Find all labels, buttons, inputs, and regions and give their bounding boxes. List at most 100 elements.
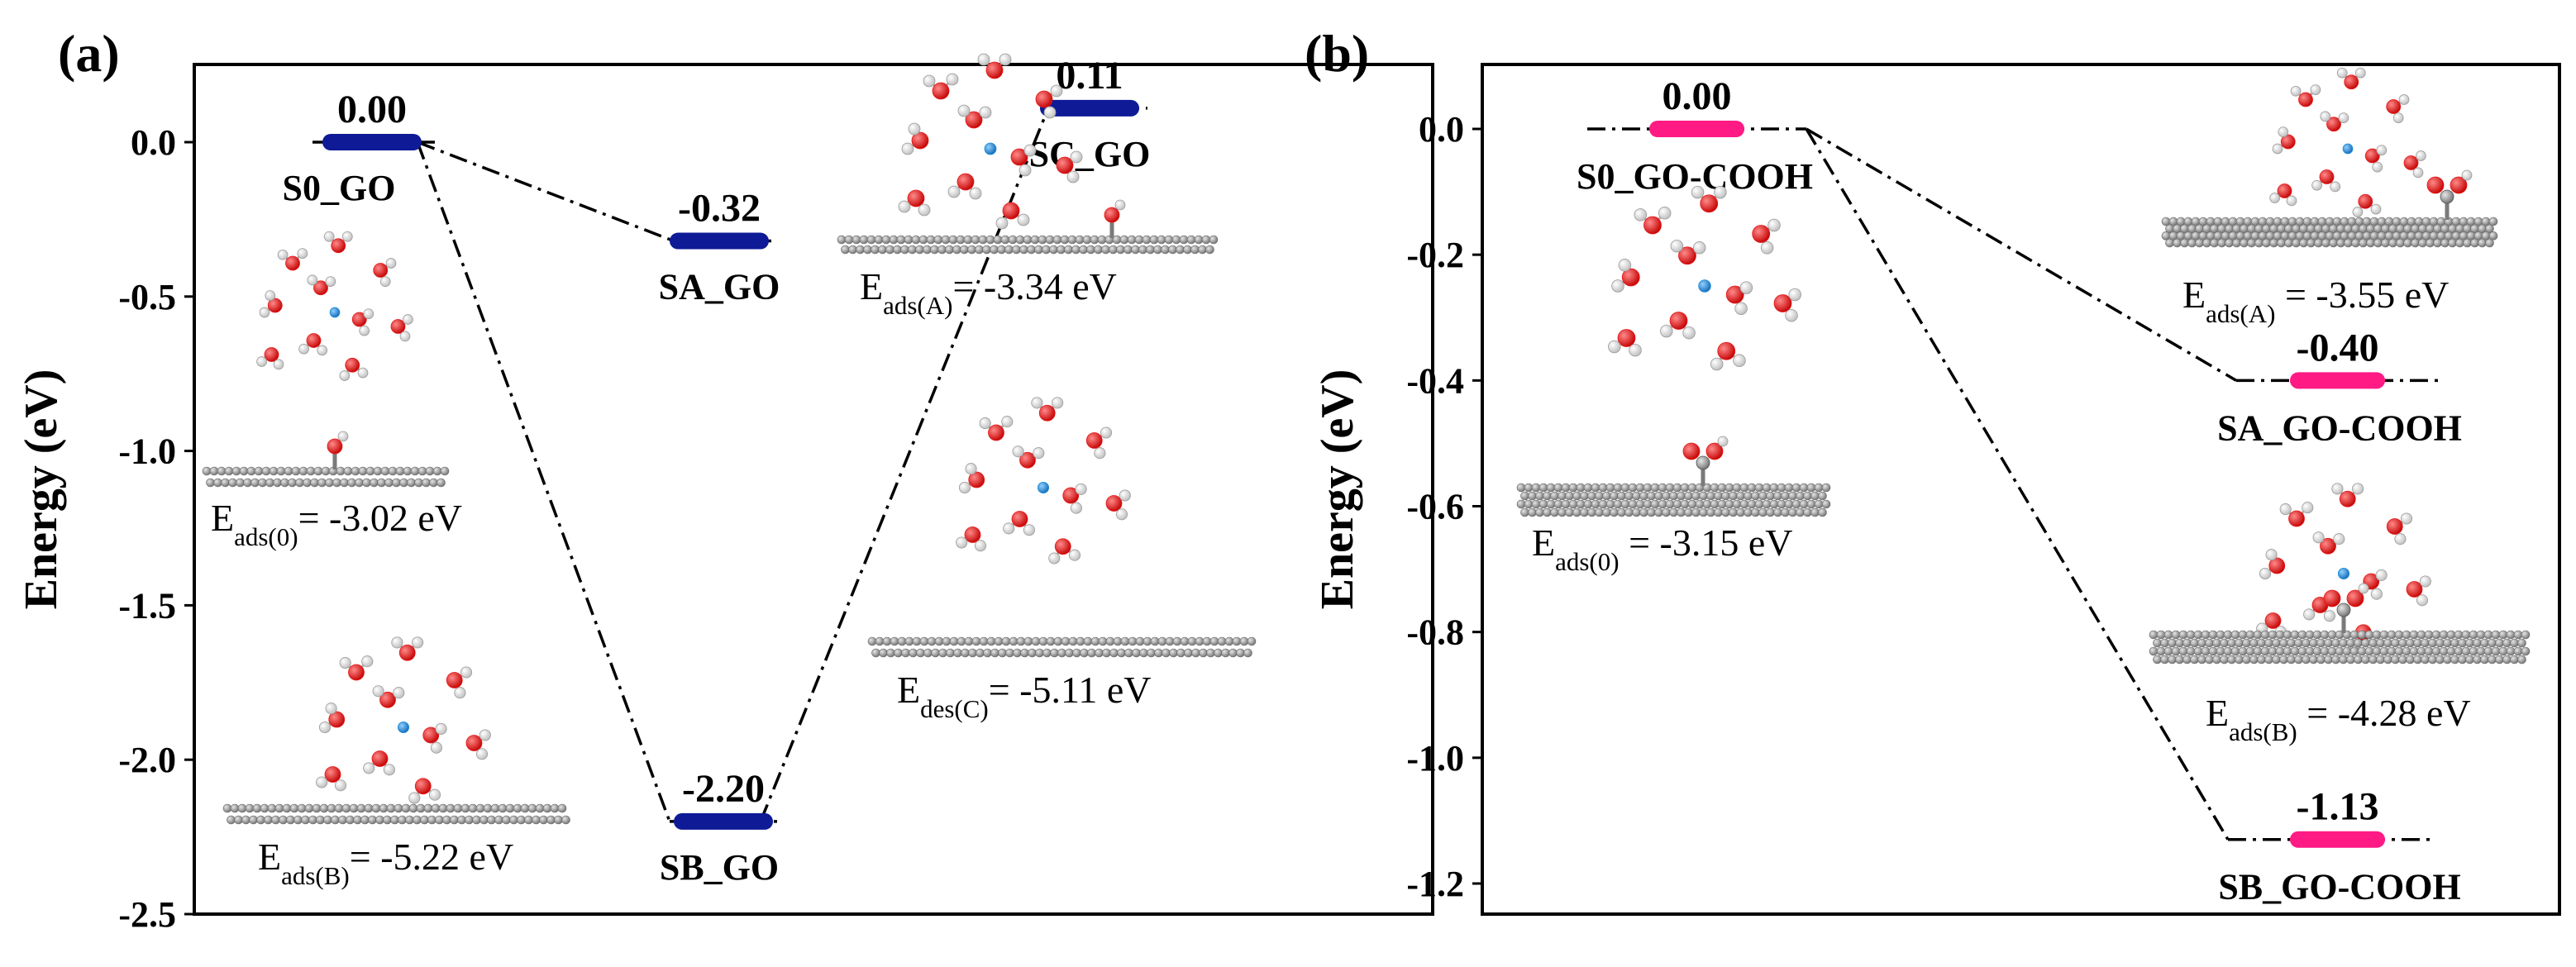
hydrogen-atom: [1066, 170, 1080, 183]
carbon-atom: [1696, 455, 1710, 470]
carbon-atom: [2149, 646, 2159, 656]
carbon-atom: [1105, 636, 1115, 646]
oxygen-atom: [932, 82, 950, 100]
carbon-atom: [394, 803, 403, 813]
carbon-atom: [388, 466, 398, 476]
carbon-atom: [1821, 499, 1831, 509]
carbon-atom: [1162, 648, 1171, 658]
carbon-atom: [2208, 630, 2218, 640]
carbon-atom: [1023, 235, 1033, 245]
carbon-atom: [317, 478, 327, 488]
carbon-atom: [554, 815, 563, 825]
oxygen-atom: [1752, 225, 1771, 243]
carbon-atom: [236, 478, 245, 488]
oxygen-atom: [2280, 134, 2296, 150]
carbon-atom: [2178, 630, 2188, 640]
carbon-atom: [1739, 499, 1749, 509]
carbon-atom: [2383, 638, 2392, 648]
carbon-atom: [1684, 507, 1693, 517]
oxygen-atom: [1705, 442, 1724, 460]
carbon-atom: [398, 815, 407, 825]
carbon-atom: [1153, 245, 1162, 255]
carbon-atom: [2253, 630, 2263, 640]
carbon-atom: [879, 648, 888, 658]
carbon-atom: [479, 815, 489, 825]
carbon-atom: [1744, 507, 1753, 517]
carbon-atom: [886, 648, 895, 658]
carbon-atom: [386, 803, 396, 813]
carbon-atom: [2297, 646, 2307, 656]
carbon-atom: [1632, 491, 1641, 501]
carbon-atom: [1639, 507, 1648, 517]
carbon-atom: [334, 803, 344, 813]
carbon-atom: [2349, 646, 2359, 656]
carbon-atom: [1061, 636, 1071, 646]
carbon-atom: [1699, 507, 1708, 517]
hydrogen-atom: [923, 74, 936, 88]
carbon-atom: [1531, 499, 1541, 509]
carbon-atom: [2171, 646, 2181, 656]
carbon-atom: [370, 478, 379, 488]
carbon-atom: [1239, 636, 1249, 646]
carbon-atom: [1605, 499, 1615, 509]
carbon-atom: [1198, 245, 1207, 255]
carbon-atom: [901, 648, 910, 658]
carbon-atom: [1691, 491, 1701, 501]
carbon-atom: [1654, 507, 1663, 517]
carbon-atom: [1610, 507, 1619, 517]
carbon-atom: [1076, 636, 1085, 646]
carbon-atom: [252, 803, 262, 813]
carbon-atom: [1169, 648, 1178, 658]
carbon-atom: [2488, 655, 2497, 665]
hydrogen-atom: [958, 481, 971, 494]
oxygen-atom: [446, 672, 463, 688]
carbon-atom: [276, 466, 286, 476]
carbon-atom: [1038, 235, 1047, 245]
annotation-eads0-a: Eads(0)= -3.02 eV: [211, 497, 462, 551]
carbon-atom: [1546, 483, 1556, 493]
carbon-atom: [221, 478, 230, 488]
carbon-atom: [274, 803, 284, 813]
carbon-atom: [1773, 507, 1782, 517]
oxygen-atom: [2320, 537, 2336, 555]
hydrogen-atom: [318, 721, 332, 734]
carbon-atom: [2320, 646, 2330, 656]
carbon-atom: [1042, 245, 1051, 255]
carbon-atom: [1001, 636, 1011, 646]
carbon-atom: [1699, 491, 1708, 501]
carbon-atom: [1635, 483, 1645, 493]
carbon-atom: [1042, 648, 1052, 658]
carbon-atom: [460, 803, 470, 813]
oxygen-atom: [2403, 155, 2419, 170]
carbon-atom: [1806, 499, 1816, 509]
hydrogen-atom: [1629, 343, 1642, 357]
hydrogen-atom: [2416, 594, 2429, 607]
carbon-atom: [2491, 630, 2501, 640]
carbon-atom: [1576, 483, 1586, 493]
carbon-atom: [1139, 648, 1148, 658]
hydrogen-atom: [435, 722, 447, 735]
carbon-atom: [1538, 499, 1548, 509]
carbon-atom: [2506, 630, 2516, 640]
carbon-atom: [356, 803, 366, 813]
carbon-atom: [2305, 646, 2315, 656]
hydrogen-atom: [1611, 279, 1624, 293]
carbon-atom: [2446, 646, 2456, 656]
carbon-atom: [990, 648, 999, 658]
carbon-atom: [2201, 630, 2211, 640]
carbon-atom: [446, 803, 456, 813]
oxygen-atom: [1085, 432, 1103, 449]
carbon-atom: [2297, 630, 2307, 640]
carbon-atom: [1602, 491, 1611, 501]
level-value-label: 0.00: [337, 88, 407, 131]
carbon-atom: [2277, 238, 2286, 248]
carbon-atom: [2418, 238, 2427, 248]
carbon-atom: [937, 245, 947, 255]
carbon-atom: [2312, 630, 2322, 640]
carbon-atom: [919, 636, 929, 646]
level-value-label: 0.00: [1662, 74, 1732, 118]
hydrogen-atom: [325, 276, 336, 287]
oxygen-atom: [1717, 341, 1736, 360]
annotation-eadsA-a: Eads(A)= -3.34 eV: [860, 265, 1117, 320]
carbon-atom: [2478, 238, 2487, 248]
